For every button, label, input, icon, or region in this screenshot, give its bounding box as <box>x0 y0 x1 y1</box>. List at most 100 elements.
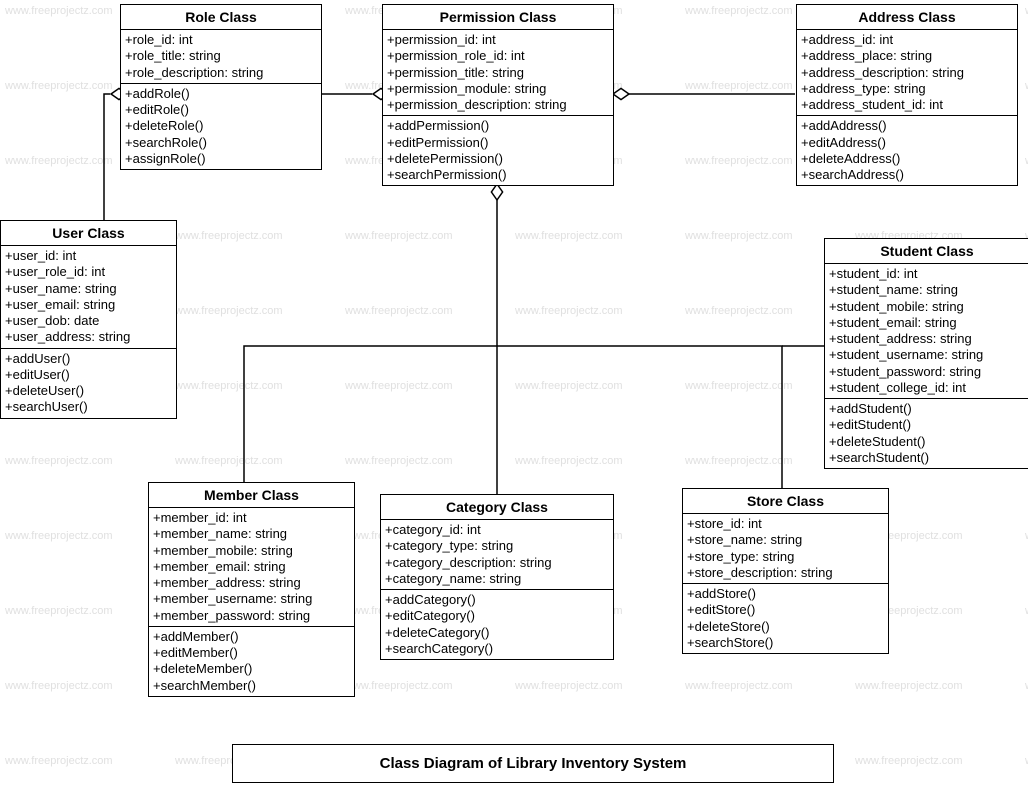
method-line: +searchPermission() <box>387 167 609 183</box>
attr-line: +category_description: string <box>385 555 609 571</box>
attr-line: +member_id: int <box>153 510 350 526</box>
class-attrs-address: +address_id: int+address_place: string+a… <box>797 30 1017 116</box>
class-box-address: Address Class+address_id: int+address_pl… <box>796 4 1018 186</box>
attr-line: +member_username: string <box>153 591 350 607</box>
attr-line: +user_dob: date <box>5 313 172 329</box>
attr-line: +user_role_id: int <box>5 264 172 280</box>
class-methods-student: +addStudent()+editStudent()+deleteStuden… <box>825 399 1028 468</box>
method-line: +deleteStudent() <box>829 434 1025 450</box>
method-line: +editRole() <box>125 102 317 118</box>
attr-line: +category_id: int <box>385 522 609 538</box>
method-line: +addPermission() <box>387 118 609 134</box>
attr-line: +store_name: string <box>687 532 884 548</box>
class-title-address: Address Class <box>797 5 1017 30</box>
attr-line: +member_address: string <box>153 575 350 591</box>
class-attrs-permission: +permission_id: int+permission_role_id: … <box>383 30 613 116</box>
method-line: +addCategory() <box>385 592 609 608</box>
attr-line: +role_title: string <box>125 48 317 64</box>
class-title-category: Category Class <box>381 495 613 520</box>
method-line: +editPermission() <box>387 135 609 151</box>
class-title-permission: Permission Class <box>383 5 613 30</box>
method-line: +addStudent() <box>829 401 1025 417</box>
method-line: +addMember() <box>153 629 350 645</box>
method-line: +addRole() <box>125 86 317 102</box>
attr-line: +student_mobile: string <box>829 299 1025 315</box>
method-line: +searchStore() <box>687 635 884 651</box>
attr-line: +address_id: int <box>801 32 1013 48</box>
method-line: +editAddress() <box>801 135 1013 151</box>
method-line: +editStore() <box>687 602 884 618</box>
attr-line: +student_email: string <box>829 315 1025 331</box>
attr-line: +permission_role_id: int <box>387 48 609 64</box>
class-attrs-store: +store_id: int+store_name: string+store_… <box>683 514 888 584</box>
attr-line: +student_password: string <box>829 364 1025 380</box>
method-line: +deleteRole() <box>125 118 317 134</box>
class-methods-address: +addAddress()+editAddress()+deleteAddres… <box>797 116 1017 185</box>
class-methods-role: +addRole()+editRole()+deleteRole()+searc… <box>121 84 321 169</box>
class-attrs-category: +category_id: int+category_type: string+… <box>381 520 613 590</box>
method-line: +deleteMember() <box>153 661 350 677</box>
class-title-user: User Class <box>1 221 176 246</box>
attr-line: +permission_description: string <box>387 97 609 113</box>
method-line: +searchStudent() <box>829 450 1025 466</box>
method-line: +addStore() <box>687 586 884 602</box>
attr-line: +store_type: string <box>687 549 884 565</box>
attr-line: +permission_title: string <box>387 65 609 81</box>
class-methods-category: +addCategory()+editCategory()+deleteCate… <box>381 590 613 659</box>
attr-line: +store_id: int <box>687 516 884 532</box>
method-line: +deleteStore() <box>687 619 884 635</box>
attr-line: +store_description: string <box>687 565 884 581</box>
attr-line: +member_mobile: string <box>153 543 350 559</box>
method-line: +editCategory() <box>385 608 609 624</box>
class-methods-store: +addStore()+editStore()+deleteStore()+se… <box>683 584 888 653</box>
attr-line: +role_description: string <box>125 65 317 81</box>
attr-line: +permission_id: int <box>387 32 609 48</box>
class-attrs-user: +user_id: int+user_role_id: int+user_nam… <box>1 246 176 349</box>
attr-line: +address_place: string <box>801 48 1013 64</box>
method-line: +deleteUser() <box>5 383 172 399</box>
class-methods-permission: +addPermission()+editPermission()+delete… <box>383 116 613 185</box>
attr-line: +member_email: string <box>153 559 350 575</box>
class-methods-user: +addUser()+editUser()+deleteUser()+searc… <box>1 349 176 418</box>
method-line: +editUser() <box>5 367 172 383</box>
caption-text: Class Diagram of Library Inventory Syste… <box>380 755 687 772</box>
method-line: +searchUser() <box>5 399 172 415</box>
class-box-member: Member Class+member_id: int+member_name:… <box>148 482 355 697</box>
method-line: +searchRole() <box>125 135 317 151</box>
class-box-category: Category Class+category_id: int+category… <box>380 494 614 660</box>
attr-line: +student_id: int <box>829 266 1025 282</box>
attr-line: +student_address: string <box>829 331 1025 347</box>
method-line: +addAddress() <box>801 118 1013 134</box>
method-line: +deletePermission() <box>387 151 609 167</box>
method-line: +searchAddress() <box>801 167 1013 183</box>
method-line: +deleteAddress() <box>801 151 1013 167</box>
attr-line: +address_student_id: int <box>801 97 1013 113</box>
class-title-role: Role Class <box>121 5 321 30</box>
class-title-member: Member Class <box>149 483 354 508</box>
method-line: +assignRole() <box>125 151 317 167</box>
attr-line: +address_description: string <box>801 65 1013 81</box>
diagram-caption: Class Diagram of Library Inventory Syste… <box>232 744 834 783</box>
method-line: +addUser() <box>5 351 172 367</box>
attr-line: +role_id: int <box>125 32 317 48</box>
class-title-student: Student Class <box>825 239 1028 264</box>
method-line: +deleteCategory() <box>385 625 609 641</box>
attr-line: +student_name: string <box>829 282 1025 298</box>
attr-line: +user_address: string <box>5 329 172 345</box>
class-box-permission: Permission Class+permission_id: int+perm… <box>382 4 614 186</box>
class-attrs-member: +member_id: int+member_name: string+memb… <box>149 508 354 627</box>
attr-line: +user_name: string <box>5 281 172 297</box>
class-attrs-role: +role_id: int+role_title: string+role_de… <box>121 30 321 84</box>
method-line: +searchMember() <box>153 678 350 694</box>
class-title-store: Store Class <box>683 489 888 514</box>
class-box-student: Student Class +student_id: int+student_na… <box>824 238 1028 469</box>
attr-line: +category_name: string <box>385 571 609 587</box>
method-line: +editStudent() <box>829 417 1025 433</box>
class-box-role: Role Class+role_id: int+role_title: stri… <box>120 4 322 170</box>
class-methods-member: +addMember()+editMember()+deleteMember()… <box>149 627 354 696</box>
attr-line: +address_type: string <box>801 81 1013 97</box>
attr-line: +user_email: string <box>5 297 172 313</box>
attr-line: +permission_module: string <box>387 81 609 97</box>
class-box-user: User Class+user_id: int+user_role_id: in… <box>0 220 177 419</box>
attr-line: +student_college_id: int <box>829 380 1025 396</box>
